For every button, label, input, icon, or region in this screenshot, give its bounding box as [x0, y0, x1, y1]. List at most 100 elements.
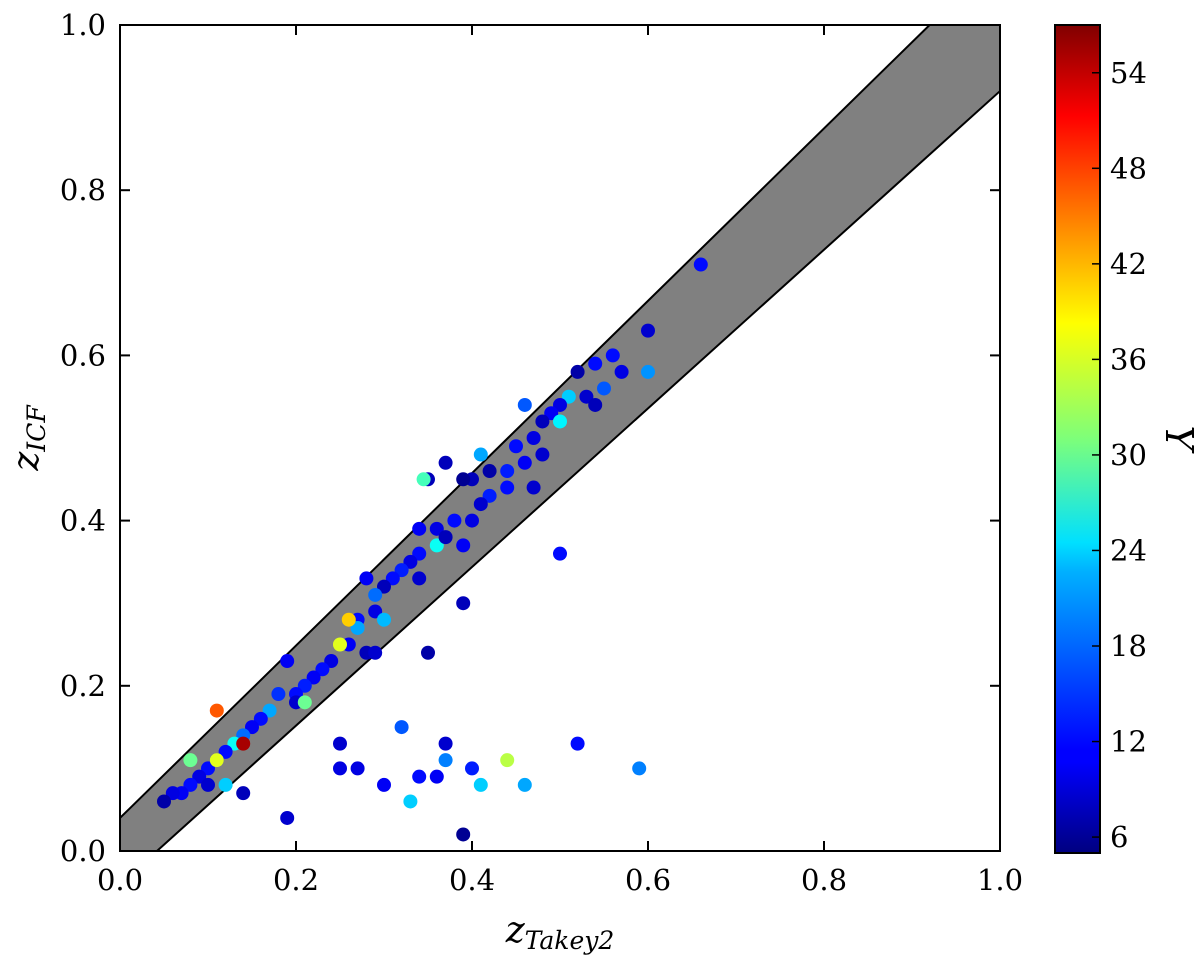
data-points [157, 257, 708, 842]
y-tick-label: 0.0 [60, 834, 106, 868]
x-tick-label: 1.0 [977, 863, 1023, 897]
data-point [412, 769, 427, 784]
data-point [429, 538, 444, 553]
data-point [535, 447, 550, 462]
data-point [456, 596, 471, 611]
data-point [456, 472, 471, 487]
data-point [315, 662, 330, 677]
data-point [429, 769, 444, 784]
data-point [236, 786, 251, 801]
data-point [473, 777, 488, 792]
plot-area [119, 24, 1001, 852]
data-point [597, 381, 611, 396]
x-axis-title-main: z [505, 910, 526, 951]
data-point [561, 389, 576, 404]
data-point [526, 480, 541, 495]
data-point [416, 472, 431, 487]
data-point [157, 794, 171, 809]
data-point [403, 554, 418, 569]
data-point [570, 736, 585, 751]
x-tick-label: 0.0 [97, 863, 143, 897]
data-point [465, 513, 479, 528]
x-tick-label: 0.6 [625, 863, 671, 897]
data-point [553, 397, 567, 412]
colorbar-tick-label: 48 [1110, 151, 1147, 185]
data-point [377, 612, 391, 627]
data-point [218, 777, 233, 792]
colorbar-tick-label: 42 [1110, 247, 1147, 281]
data-point [280, 654, 295, 669]
data-point [412, 571, 427, 586]
data-point [553, 414, 567, 429]
plot-frame [119, 24, 1001, 852]
data-point [465, 761, 479, 776]
colorbar-label: Y [1157, 425, 1200, 454]
data-point [438, 736, 453, 751]
data-point [500, 480, 515, 495]
data-point [201, 777, 215, 792]
y-tick-label: 0.8 [60, 173, 106, 207]
x-tick-label: 0.2 [273, 863, 319, 897]
colorbar-gradient [1055, 25, 1100, 853]
data-point [394, 563, 409, 578]
data-point [236, 736, 251, 751]
data-point [201, 761, 215, 776]
data-point [482, 488, 497, 503]
data-point [271, 687, 286, 702]
band-lower-line [156, 90, 1000, 851]
data-point [350, 620, 365, 635]
data-point [588, 356, 603, 371]
colorbar-tick-label: 6 [1110, 820, 1128, 854]
colorbar: 6 12 18 24 30 36 42 48 54 Y [1054, 24, 1200, 854]
data-point [377, 579, 391, 594]
data-point [183, 753, 198, 768]
data-point [209, 703, 224, 718]
data-point [517, 455, 532, 470]
data-point [368, 587, 383, 602]
data-point [535, 414, 550, 429]
y-tick-label: 0.4 [60, 504, 106, 538]
y-axis: 0.0 0.2 0.4 0.6 0.8 1.0 [60, 8, 1000, 868]
y-axis-title: zICF [6, 404, 51, 472]
data-point [693, 257, 708, 272]
data-point [341, 612, 356, 627]
data-point [473, 447, 488, 462]
data-point [385, 571, 400, 586]
data-point [262, 703, 277, 718]
data-point [438, 455, 453, 470]
data-point [368, 604, 383, 619]
data-point [641, 323, 655, 338]
data-point [359, 571, 374, 586]
data-point [324, 654, 339, 669]
data-point [500, 753, 515, 768]
data-point [394, 720, 409, 735]
data-point [500, 464, 515, 479]
colorbar-tick-label: 30 [1110, 438, 1147, 472]
colorbar-frame [1054, 24, 1101, 854]
data-point [306, 670, 321, 685]
y-tick-label: 0.2 [60, 669, 106, 703]
data-point [473, 497, 488, 512]
data-point [456, 538, 471, 553]
data-point [218, 744, 233, 759]
data-point [570, 364, 585, 379]
data-point [605, 348, 620, 363]
data-point [544, 406, 559, 421]
data-point [245, 720, 259, 735]
data-point [553, 546, 567, 561]
colorbar-ticks: 6 12 18 24 30 36 42 48 54 [1092, 56, 1147, 854]
data-point [579, 389, 594, 404]
data-point [632, 761, 647, 776]
data-point [183, 777, 198, 792]
data-point [456, 827, 471, 842]
data-point [412, 546, 427, 561]
data-point [438, 753, 453, 768]
data-point [209, 753, 224, 768]
data-point [641, 364, 655, 379]
y-tick-label: 1.0 [60, 8, 106, 42]
data-point [192, 769, 207, 784]
colorbar-tick-label: 12 [1110, 725, 1147, 759]
data-point [517, 397, 532, 412]
data-point [333, 761, 347, 776]
